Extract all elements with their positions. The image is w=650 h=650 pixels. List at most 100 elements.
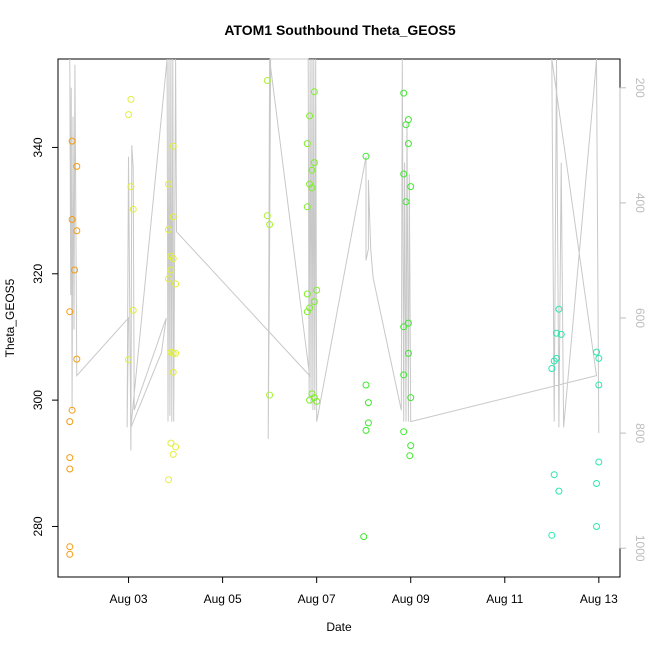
data-point (400, 428, 408, 436)
data-point (303, 203, 311, 211)
data-point (593, 523, 600, 530)
data-point (125, 356, 132, 364)
data-point (310, 88, 318, 96)
y2-tick-label: 1000 (633, 535, 647, 562)
x-tick-label: Aug 03 (110, 592, 148, 606)
y-axis-label: Theta_GEOS5 (3, 278, 17, 357)
data-point (362, 152, 370, 160)
data-point (310, 159, 318, 167)
data-point (400, 323, 408, 331)
data-point (360, 533, 368, 541)
data-point (593, 480, 600, 487)
data-point (66, 454, 74, 462)
data-point (550, 357, 558, 365)
data-point (364, 399, 372, 407)
data-point (73, 162, 81, 170)
data-point (73, 227, 81, 235)
pressure-profile-line (69, 58, 600, 451)
data-point (362, 426, 370, 434)
data-point (263, 77, 271, 84)
data-point (167, 266, 175, 274)
data-point (595, 354, 603, 362)
data-point (169, 368, 177, 376)
data-point (306, 112, 314, 120)
y-tick-label: 340 (31, 137, 45, 157)
data-point (407, 442, 415, 450)
data-point (303, 308, 311, 316)
data-point (129, 205, 137, 213)
data-point (68, 216, 76, 223)
data-point (169, 450, 177, 458)
data-point (165, 275, 172, 283)
data-point (595, 458, 603, 466)
y2-tick-label: 200 (633, 78, 647, 98)
data-point (66, 465, 74, 473)
data-point (127, 183, 135, 191)
data-point (172, 349, 180, 357)
y2-tick-label: 400 (633, 193, 647, 213)
data-point (165, 226, 172, 234)
data-point (306, 396, 314, 404)
data-point (400, 371, 408, 379)
y-tick-label: 300 (31, 390, 45, 410)
x-axis-label: Date (326, 620, 352, 634)
plot-frame (57, 58, 621, 578)
x-tick-label: Aug 13 (580, 592, 618, 606)
data-point (404, 140, 412, 148)
data-point (66, 418, 74, 426)
x-tick-label: Aug 09 (392, 592, 430, 606)
data-point (125, 111, 132, 119)
data-point (404, 319, 412, 327)
data-point (593, 348, 600, 356)
data-point (400, 89, 408, 97)
x-axis: Aug 03 Aug 05 Aug 07 Aug 09 Aug 11 Aug 13 (110, 576, 618, 606)
data-point (402, 198, 410, 206)
data-point (263, 212, 271, 220)
y2-tick-label: 800 (633, 423, 647, 443)
x-tick-label: Aug 11 (486, 592, 523, 606)
data-point (73, 355, 81, 363)
y-tick-label: 320 (31, 263, 45, 283)
data-point (407, 394, 415, 402)
data-point (169, 213, 177, 221)
x-tick-label: Aug 07 (298, 592, 336, 606)
x-tick-label: Aug 05 (204, 592, 242, 606)
data-point (169, 255, 177, 263)
data-point (167, 439, 175, 447)
data-point (306, 180, 314, 188)
data-point (172, 280, 180, 288)
data-point (406, 452, 414, 460)
data-point (129, 306, 137, 314)
data-point (172, 443, 180, 451)
data-point (548, 531, 556, 539)
data-point (66, 308, 74, 316)
chart-title: ATOM1 Southbound Theta_GEOS5 (224, 22, 455, 38)
data-point (308, 184, 316, 192)
data-point (66, 550, 74, 558)
data-point (127, 95, 135, 103)
data-point (71, 266, 78, 274)
data-point (553, 329, 560, 337)
data-point (303, 290, 311, 298)
data-point (595, 381, 603, 389)
data-point (169, 349, 177, 357)
data-point (308, 390, 316, 398)
data-point (555, 487, 563, 495)
data-point (313, 286, 321, 294)
pressure-profile (69, 58, 600, 451)
data-point (550, 471, 558, 479)
data-point (402, 121, 410, 129)
data-point (362, 381, 370, 389)
data-points (66, 77, 603, 558)
data-point (407, 183, 415, 191)
pressure-axis: 200 400 600 800 1000 (619, 78, 647, 562)
data-point (303, 140, 311, 148)
data-point (169, 142, 177, 150)
data-point (364, 419, 372, 427)
data-point (548, 365, 556, 372)
data-point (68, 406, 76, 414)
data-point (555, 305, 563, 313)
y-axis: 280 300 320 340 (31, 137, 59, 536)
data-point (165, 476, 172, 484)
